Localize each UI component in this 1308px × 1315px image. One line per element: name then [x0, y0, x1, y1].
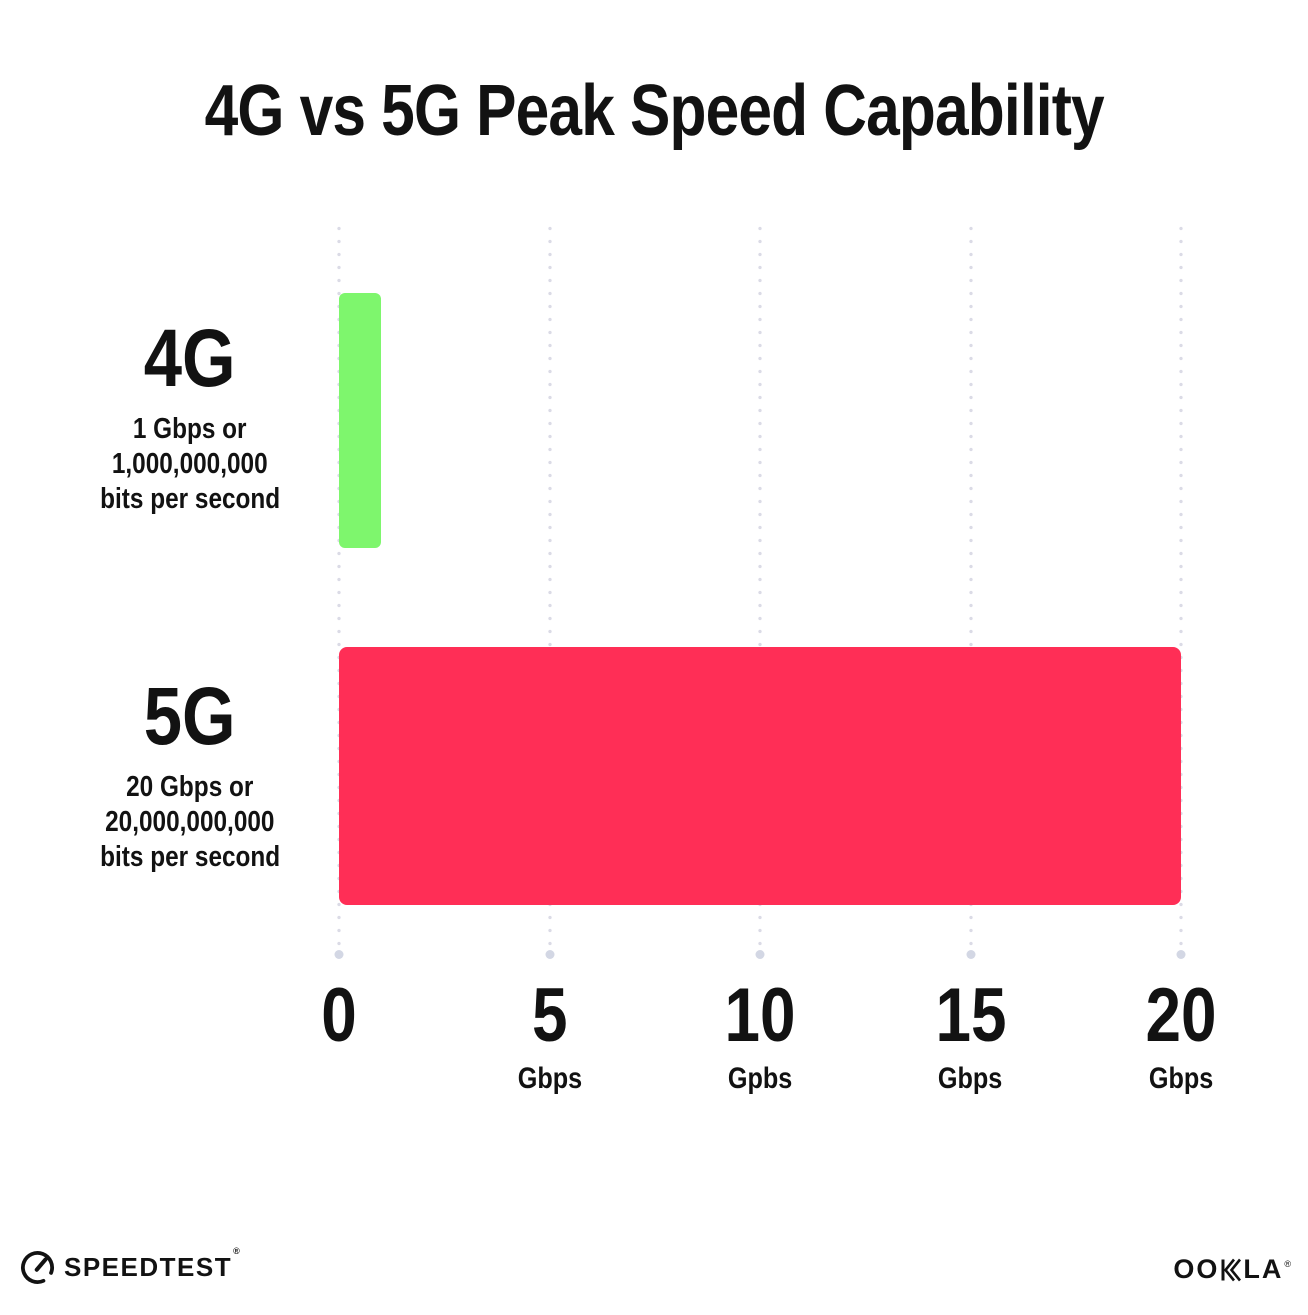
x-tick-5: 5 Gbps [511, 978, 588, 1094]
x-tick-number: 10 [724, 973, 796, 1058]
bar-4g [339, 293, 382, 548]
x-tick-20: 20 Gbps [1139, 978, 1224, 1094]
ookla-k-icon [1219, 1258, 1243, 1282]
gridline-10 [758, 222, 762, 955]
x-tick-number: 0 [321, 973, 357, 1058]
category-description-4g: 1 Gbps or 1,000,000,000 bits per second [99, 413, 281, 515]
x-tick-number: 15 [934, 973, 1007, 1058]
speedtest-gauge-icon [20, 1250, 55, 1285]
gridline-15 [968, 222, 973, 955]
row-label-4g: 4G 1 Gbps or 1,000,000,000 bits per seco… [40, 318, 340, 517]
gridline-0 [337, 222, 341, 955]
gridline-20 [1179, 222, 1183, 955]
ookla-logo: OO LA ® [1173, 1254, 1291, 1285]
x-tick-0: 0 [318, 978, 360, 1094]
page-title: 4G vs 5G Peak Speed Capability [0, 70, 1308, 152]
page-title-text: 4G vs 5G Peak Speed Capability [204, 71, 1104, 152]
x-tick-unit [318, 1064, 360, 1094]
x-tick-unit: Gbps [1148, 1062, 1214, 1095]
x-tick-unit: Gpbs [727, 1062, 793, 1095]
category-description-5g: 20 Gbps or 20,000,000,000 bits per secon… [99, 771, 281, 873]
gridline-5 [547, 222, 552, 955]
row-label-5g: 5G 20 Gbps or 20,000,000,000 bits per se… [40, 676, 340, 875]
x-tick-10: 10 Gpbs [718, 978, 803, 1094]
trademark-symbol: ® [233, 1246, 242, 1256]
category-label-5g: 5G [144, 671, 236, 762]
bar-5g [339, 647, 1181, 905]
x-tick-15: 15 Gbps [928, 978, 1013, 1094]
speedtest-logo: SPEEDTEST® [20, 1246, 242, 1285]
ookla-wordmark-right: LA [1243, 1254, 1284, 1284]
x-axis: 0 5 Gbps 10 Gpbs 15 Gbps 20 Gbps [321, 978, 1216, 1098]
speedtest-wordmark: SPEEDTEST® [64, 1246, 242, 1282]
category-label-4g: 4G [144, 313, 236, 404]
x-tick-number: 20 [1145, 973, 1217, 1058]
x-tick-unit: Gbps [938, 1062, 1003, 1095]
trademark-symbol: ® [1284, 1258, 1291, 1269]
ookla-wordmark-left: OO [1173, 1254, 1220, 1284]
x-tick-number: 5 [531, 973, 568, 1058]
x-tick-unit: Gbps [517, 1062, 582, 1095]
chart-plot-area [337, 222, 1183, 955]
